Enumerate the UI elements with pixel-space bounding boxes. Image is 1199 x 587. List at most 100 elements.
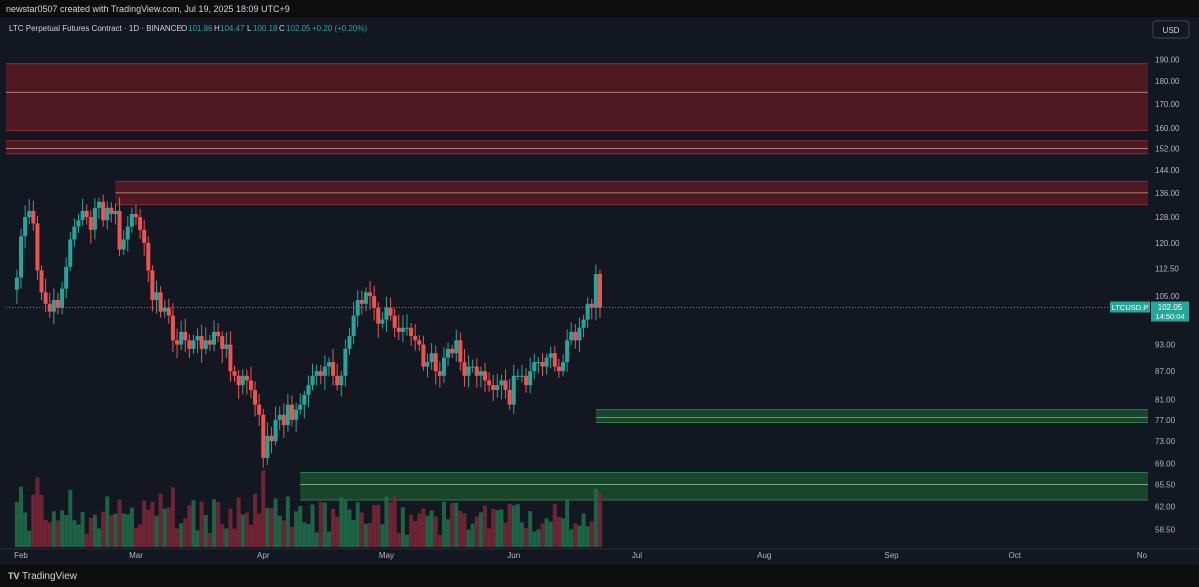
legend-h-label: H: [214, 24, 220, 33]
candle-body: [294, 409, 299, 420]
volume-bar: [236, 497, 241, 547]
volume-bar: [154, 515, 159, 547]
volume-bar: [51, 511, 56, 547]
x-tick-label: Aug: [757, 551, 771, 560]
volume-bar: [84, 533, 89, 547]
candle-body: [326, 362, 331, 367]
candle-body: [211, 331, 216, 345]
candle-body: [39, 270, 44, 293]
candle-body: [146, 242, 151, 271]
candle-body: [121, 239, 126, 250]
currency-label: USD: [1163, 26, 1180, 35]
x-tick-label: Apr: [257, 551, 270, 560]
candle-body: [76, 220, 81, 227]
candle-body: [60, 288, 65, 308]
volume-bar: [166, 507, 171, 547]
volume-bar: [232, 528, 237, 547]
volume-bar: [339, 497, 344, 547]
candle-body: [265, 435, 270, 458]
volume-bar: [528, 511, 533, 547]
candle-body: [43, 292, 48, 304]
footer-brand[interactable]: TradingView: [22, 571, 78, 582]
volume-bar: [450, 502, 455, 547]
volume-bar: [158, 493, 163, 547]
candle-body: [191, 340, 196, 349]
y-tick-label: 190.00: [1155, 55, 1180, 64]
y-tick-label: 144.00: [1155, 166, 1180, 175]
volume-bar: [97, 528, 102, 547]
candlestick-chart[interactable]: 190.00 180.00 170.00 160.00 152.00 144.00 136.…: [0, 17, 1199, 565]
candle-body: [166, 307, 171, 316]
candle-body: [396, 327, 401, 332]
volume-bar: [548, 521, 553, 547]
volume-bar: [359, 512, 364, 547]
volume-bar: [19, 486, 23, 547]
y-tick-label: 69.00: [1155, 460, 1176, 469]
candle-body: [524, 375, 529, 386]
ticker-tag: [1110, 301, 1150, 313]
candle-body: [425, 362, 430, 367]
candle-body: [228, 344, 233, 372]
candle-body: [240, 375, 245, 386]
volume-bar: [474, 516, 479, 547]
candle-body: [413, 336, 418, 341]
volume-bar: [540, 523, 545, 547]
candle-body: [581, 319, 586, 328]
candle-body: [462, 362, 467, 376]
x-tick-label: Jul: [632, 551, 642, 560]
candle-body: [261, 414, 266, 458]
volume-bar: [285, 496, 290, 547]
volume-bar: [507, 503, 512, 547]
candle-body: [343, 348, 348, 376]
candle-body: [552, 353, 557, 367]
candle-body: [80, 210, 85, 221]
volume-bar: [417, 513, 422, 547]
volume-bar: [109, 515, 114, 547]
candle-body: [158, 292, 163, 312]
candle-body: [14, 277, 19, 290]
volume-bar: [421, 508, 426, 547]
y-tick-label: 128.00: [1155, 213, 1180, 222]
price-zones: [6, 63, 1148, 501]
x-tick-label: Feb: [14, 551, 28, 560]
legend-o-value: 101.86: [188, 24, 213, 33]
candle-body: [154, 292, 159, 300]
candle-body: [138, 217, 143, 230]
candle-body: [310, 375, 315, 386]
candle-body: [409, 327, 414, 337]
chart-area[interactable]: 190.00 180.00 170.00 160.00 152.00 144.00 136.…: [0, 17, 1199, 565]
candle-body: [269, 435, 274, 442]
volume-bar: [458, 510, 463, 547]
volume-bar: [466, 529, 471, 547]
volume-bar: [72, 520, 77, 547]
volume-bar: [495, 510, 500, 547]
candle-body: [236, 375, 241, 386]
candle-body: [593, 273, 598, 308]
volume-bar: [142, 500, 147, 547]
volume-bar: [220, 523, 225, 547]
candle-body: [458, 340, 463, 363]
currency-button[interactable]: [1152, 20, 1190, 39]
volume-bar: [162, 508, 167, 547]
y-tick-label: 160.00: [1155, 124, 1180, 133]
x-tick-label: Jun: [507, 551, 520, 560]
candle-body: [417, 340, 422, 345]
y-axis: 190.00 180.00 170.00 160.00 152.00 144.00 136.…: [1155, 55, 1180, 534]
candle-body: [314, 371, 319, 376]
volume-bar: [240, 514, 245, 547]
candle-body: [577, 327, 582, 341]
candle-body: [88, 217, 93, 230]
volume-bar: [14, 501, 19, 547]
candle-body: [483, 371, 488, 381]
volume-bar: [195, 530, 200, 547]
candle-body: [97, 201, 102, 208]
volume-bar: [129, 507, 134, 547]
tradingview-logo-icon[interactable]: TV: [8, 571, 20, 581]
volume-bar: [363, 523, 368, 547]
candle-body: [51, 299, 56, 312]
volume-bar: [199, 501, 204, 547]
candle-body: [597, 273, 602, 308]
volume-bar: [121, 513, 126, 547]
volume-bar: [207, 532, 212, 547]
volume-bar: [318, 502, 323, 547]
